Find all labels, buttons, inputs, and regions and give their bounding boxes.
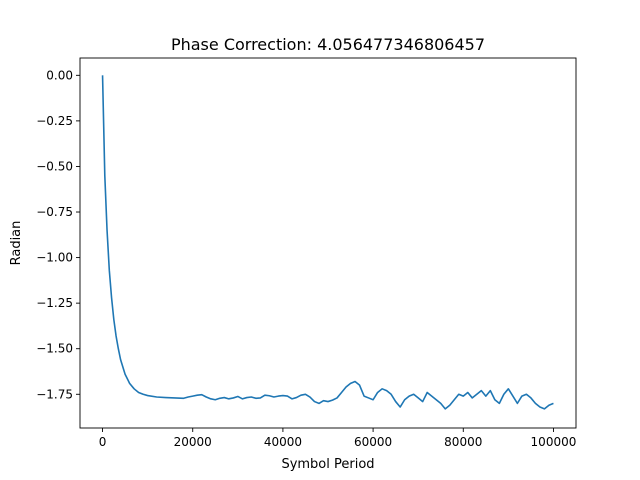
y-tick-label: −1.50 <box>36 342 73 356</box>
y-tick-label: −1.00 <box>36 251 73 265</box>
x-tick-label: 80000 <box>444 435 482 449</box>
x-tick-label: 40000 <box>264 435 302 449</box>
x-axis: 0 20000 40000 60000 80000 100000 <box>99 428 577 449</box>
y-tick-label: −0.25 <box>36 114 73 128</box>
series-line <box>101 75 554 410</box>
y-tick-label: −1.75 <box>36 387 73 401</box>
y-axis-label: Radian <box>9 221 24 266</box>
x-axis-label: Symbol Period <box>281 457 374 472</box>
x-tick-label: 0 <box>99 435 107 449</box>
y-tick-label: 0.00 <box>46 68 73 82</box>
y-tick-label: −1.25 <box>36 296 73 310</box>
x-tick-label: 20000 <box>174 435 212 449</box>
x-tick-label: 100000 <box>531 435 577 449</box>
x-tick-label: 60000 <box>354 435 392 449</box>
axes-frame <box>79 57 577 429</box>
y-tick-label: −0.50 <box>36 159 73 173</box>
y-tick-label: −0.75 <box>36 205 73 219</box>
plot-area <box>101 75 554 410</box>
chart-title: Phase Correction: 4.056477346806457 <box>171 35 485 54</box>
y-axis: 0.00 −0.25 −0.50 −0.75 −1.00 −1.25 −1.50 −1.75 <box>36 68 80 401</box>
